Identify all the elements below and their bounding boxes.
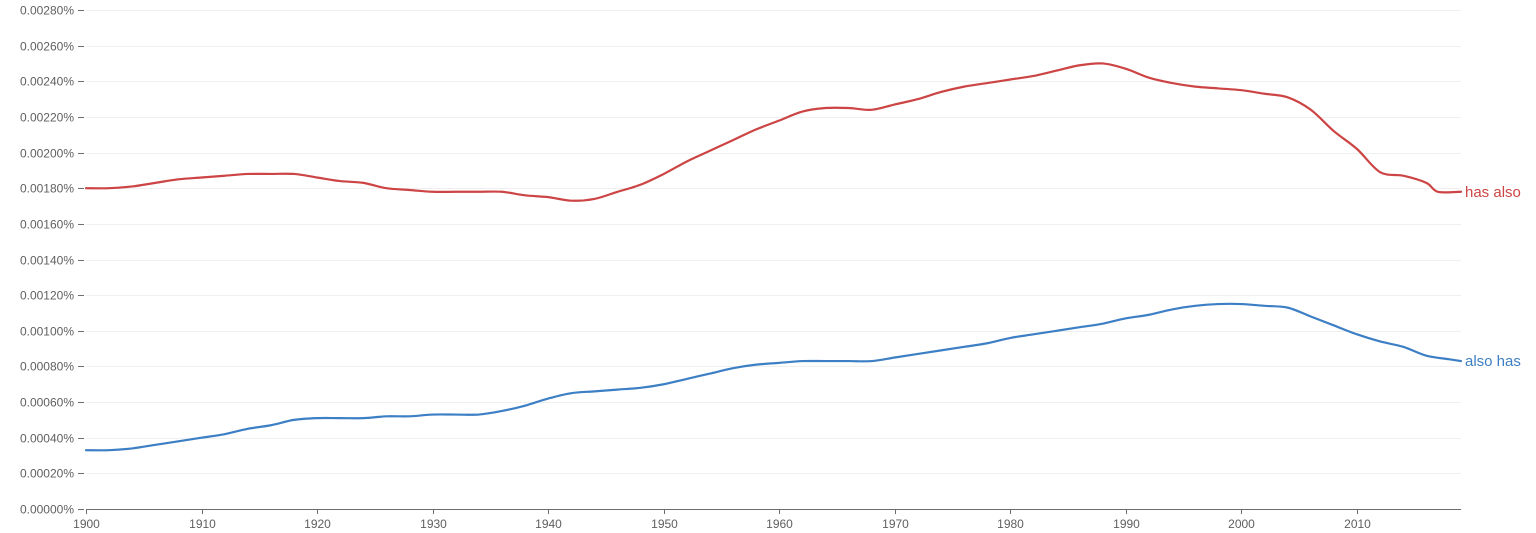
x-tick-label: 1980 (997, 517, 1024, 531)
y-tick-label: 0.00180% (20, 182, 74, 196)
y-tick-label: 0.00280% (20, 4, 74, 18)
gridlines (86, 10, 1461, 474)
series-label-has-also: has also (1465, 184, 1521, 201)
y-tick-label: 0.00080% (20, 360, 74, 374)
y-tick-label: 0.00240% (20, 75, 74, 89)
y-tick-label: 0.00160% (20, 218, 74, 232)
series-line-also-has (84, 302, 1463, 452)
y-tick-label: 0.00200% (20, 147, 74, 161)
y-tick-label: 0.00020% (20, 467, 74, 481)
y-axis: 0.00000% 0.00020% 0.00040% 0.00060% 0.00080%… (20, 4, 84, 517)
x-tick-label: 1940 (535, 517, 562, 531)
x-tick-label: 1970 (882, 517, 909, 531)
y-tick-label: 0.00100% (20, 325, 74, 339)
y-tick-label: 0.00120% (20, 289, 74, 303)
series-label-also-has: also has (1465, 353, 1521, 370)
y-tick-label: 0.00040% (20, 432, 74, 446)
x-tick-label: 1910 (189, 517, 216, 531)
x-tick-label: 2010 (1344, 517, 1371, 531)
x-tick-label: 1900 (73, 517, 100, 531)
x-tick-label: 1960 (766, 517, 793, 531)
series-lines (84, 62, 1463, 452)
series-labels: has also also has (1465, 184, 1521, 370)
x-tick-label: 1930 (420, 517, 447, 531)
y-tick-label: 0.00140% (20, 254, 74, 268)
x-axis: 1900 1910 1920 1930 1940 1950 1960 1970 1980 1990… (73, 509, 1461, 531)
y-tick-label: 0.00000% (20, 503, 74, 517)
x-tick-label: 1990 (1113, 517, 1140, 531)
y-tick-label: 0.00220% (20, 111, 74, 125)
x-tick-label: 2000 (1228, 517, 1255, 531)
series-line-has-also (84, 62, 1463, 202)
x-tick-label: 1950 (651, 517, 678, 531)
y-tick-label: 0.00060% (20, 396, 74, 410)
y-tick-label: 0.00260% (20, 40, 74, 54)
x-tick-label: 1920 (304, 517, 331, 531)
